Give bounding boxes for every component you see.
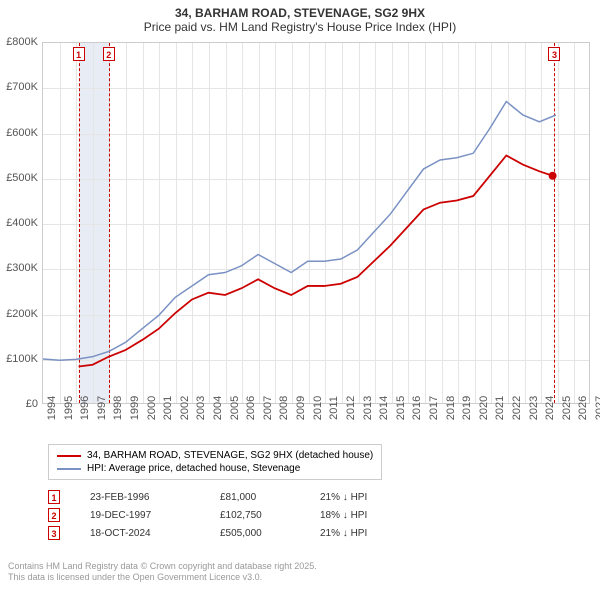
x-tick-label: 2009 <box>295 396 307 420</box>
legend-swatch <box>57 468 81 470</box>
x-tick-label: 2000 <box>146 396 158 420</box>
sale-marker-icon: 2 <box>103 47 115 61</box>
legend: 34, BARHAM ROAD, STEVENAGE, SG2 9HX (det… <box>48 444 382 480</box>
legend-item: 34, BARHAM ROAD, STEVENAGE, SG2 9HX (det… <box>57 449 373 462</box>
sale-date: 23-FEB-1996 <box>90 492 220 503</box>
footer-line: This data is licensed under the Open Gov… <box>8 572 317 584</box>
sale-delta: 18% ↓ HPI <box>320 510 420 521</box>
x-tick-label: 1995 <box>63 396 75 420</box>
sale-delta: 21% ↓ HPI <box>320 492 420 503</box>
x-tick-label: 2022 <box>511 396 523 420</box>
x-tick-label: 2023 <box>528 396 540 420</box>
x-tick-label: 2019 <box>461 396 473 420</box>
sale-price: £505,000 <box>220 528 320 539</box>
x-tick-label: 2010 <box>312 396 324 420</box>
sales-row: 3 18-OCT-2024 £505,000 21% ↓ HPI <box>48 524 420 542</box>
x-tick-label: 2024 <box>544 396 556 420</box>
footer-line: Contains HM Land Registry data © Crown c… <box>8 561 317 573</box>
y-tick-label: £700K <box>6 81 38 93</box>
x-tick-label: 1999 <box>129 396 141 420</box>
x-tick-label: 2014 <box>378 396 390 420</box>
x-tick-label: 2001 <box>162 396 174 420</box>
y-tick-label: £200K <box>6 308 38 320</box>
y-tick-label: £500K <box>6 172 38 184</box>
legend-label: 34, BARHAM ROAD, STEVENAGE, SG2 9HX (det… <box>87 450 373 461</box>
sale-date: 19-DEC-1997 <box>90 510 220 521</box>
x-tick-label: 2016 <box>411 396 423 420</box>
x-tick-label: 2003 <box>195 396 207 420</box>
chart-title-block: 34, BARHAM ROAD, STEVENAGE, SG2 9HX Pric… <box>0 0 600 36</box>
x-tick-label: 2015 <box>395 396 407 420</box>
x-tick-label: 2021 <box>494 396 506 420</box>
x-tick-label: 2025 <box>561 396 573 420</box>
x-tick-label: 2017 <box>428 396 440 420</box>
y-tick-label: £600K <box>6 127 38 139</box>
legend-label: HPI: Average price, detached house, Stev… <box>87 463 300 474</box>
sales-row: 2 19-DEC-1997 £102,750 18% ↓ HPI <box>48 506 420 524</box>
x-tick-label: 2012 <box>345 396 357 420</box>
sale-marker-icon: 2 <box>48 508 60 522</box>
x-tick-label: 1996 <box>79 396 91 420</box>
x-tick-label: 2026 <box>577 396 589 420</box>
sale-marker-icon: 3 <box>548 47 560 61</box>
series-line-hpi <box>43 101 556 360</box>
sale-price: £81,000 <box>220 492 320 503</box>
x-tick-label: 2018 <box>445 396 457 420</box>
x-tick-label: 2005 <box>229 396 241 420</box>
x-tick-label: 2002 <box>179 396 191 420</box>
sale-marker-icon: 1 <box>73 47 85 61</box>
sale-delta: 21% ↓ HPI <box>320 528 420 539</box>
title-main: 34, BARHAM ROAD, STEVENAGE, SG2 9HX <box>0 6 600 20</box>
y-tick-label: £100K <box>6 353 38 365</box>
x-tick-label: 2006 <box>245 396 257 420</box>
sale-date: 18-OCT-2024 <box>90 528 220 539</box>
chart-plot-area: 1 2 3 <box>42 42 590 404</box>
x-tick-label: 2027 <box>594 396 600 420</box>
series-end-marker <box>549 172 557 180</box>
sales-row: 1 23-FEB-1996 £81,000 21% ↓ HPI <box>48 488 420 506</box>
y-tick-label: £800K <box>6 36 38 48</box>
legend-item: HPI: Average price, detached house, Stev… <box>57 462 373 475</box>
x-tick-label: 2004 <box>212 396 224 420</box>
y-tick-label: £300K <box>6 262 38 274</box>
legend-swatch <box>57 455 81 457</box>
sale-price: £102,750 <box>220 510 320 521</box>
x-tick-label: 1994 <box>46 396 58 420</box>
x-tick-label: 2013 <box>362 396 374 420</box>
sales-table: 1 23-FEB-1996 £81,000 21% ↓ HPI 2 19-DEC… <box>48 488 420 542</box>
sale-marker-icon: 3 <box>48 526 60 540</box>
x-tick-label: 2008 <box>278 396 290 420</box>
sale-marker-icon: 1 <box>48 490 60 504</box>
x-tick-label: 2011 <box>328 396 340 420</box>
x-tick-label: 2007 <box>262 396 274 420</box>
x-tick-label: 1998 <box>112 396 124 420</box>
footer-attribution: Contains HM Land Registry data © Crown c… <box>8 561 317 584</box>
y-tick-label: £400K <box>6 217 38 229</box>
y-tick-label: £0 <box>26 398 38 410</box>
x-tick-label: 1997 <box>96 396 108 420</box>
x-tick-label: 2020 <box>478 396 490 420</box>
chart-lines-svg <box>43 43 589 403</box>
title-sub: Price paid vs. HM Land Registry's House … <box>0 20 600 34</box>
